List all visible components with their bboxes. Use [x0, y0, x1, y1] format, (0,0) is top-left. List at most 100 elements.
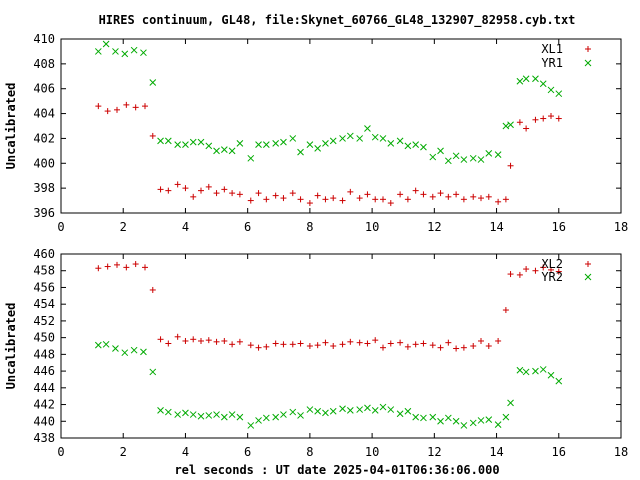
point-xl1: [236, 191, 243, 198]
point-xl2: [429, 342, 436, 349]
point-xl1: [205, 183, 212, 190]
point-xl1: [387, 200, 394, 207]
point-xl1: [404, 196, 411, 203]
point-yr2: [314, 407, 322, 415]
point-xl2: [356, 339, 363, 346]
point-xl1: [221, 186, 228, 193]
point-xl2: [470, 343, 477, 349]
point-yr1: [507, 121, 514, 129]
point-yr1: [547, 86, 555, 94]
point-xl1: [330, 195, 337, 202]
y-tick-label: 400: [33, 156, 55, 170]
point-yr2: [460, 422, 468, 429]
point-yr2: [364, 404, 371, 412]
point-yr1: [452, 152, 460, 160]
point-xl2: [532, 267, 539, 274]
point-xl2: [404, 343, 411, 350]
point-yr2: [140, 348, 147, 356]
point-xl1: [306, 200, 313, 207]
point-xl1: [397, 191, 404, 198]
point-yr2: [121, 349, 129, 357]
x-tick-label: 6: [244, 220, 251, 234]
point-xl2: [412, 341, 419, 348]
x-tick-label: 14: [489, 445, 503, 459]
point-yr1: [94, 48, 102, 55]
point-yr1: [102, 40, 110, 48]
point-yr2: [174, 411, 182, 418]
bottom-panel: Uncalibrated 0 2 4 6 8 10 12 14 16 18 438 440 442 444…: [4, 247, 628, 459]
point-xl1: [165, 187, 172, 194]
x-axis-label: rel seconds : UT date 2025-04-01T06:36:0…: [174, 463, 499, 477]
point-yr2: [532, 367, 539, 375]
point-xl1: [555, 115, 562, 122]
point-yr2: [262, 414, 270, 422]
point-yr1: [387, 140, 395, 147]
point-yr1: [516, 77, 524, 85]
y-tick-label: 404: [33, 107, 55, 121]
bottom-ylabel: Uncalibrated: [4, 303, 18, 390]
point-xl1: [314, 192, 321, 199]
point-xl2: [280, 341, 287, 348]
top-plot-frame: [60, 38, 622, 214]
point-xl2: [247, 342, 254, 349]
point-xl1: [297, 196, 304, 203]
point-xl2: [372, 337, 379, 344]
top-ylabel: Uncalibrated: [4, 83, 18, 170]
point-yr1: [174, 141, 182, 148]
point-xl2: [339, 341, 346, 348]
point-xl2: [132, 261, 139, 268]
point-yr1: [485, 149, 493, 157]
point-xl1: [322, 196, 329, 203]
point-xl1: [460, 196, 467, 203]
point-yr2: [228, 411, 236, 418]
x-tick-label: 6: [244, 445, 251, 459]
y-tick-label: 448: [33, 347, 55, 361]
point-xl1: [495, 198, 502, 205]
point-yr1: [121, 50, 129, 58]
point-xl2: [123, 264, 130, 271]
point-yr2: [502, 413, 510, 421]
point-yr2: [437, 417, 444, 425]
point-yr2: [346, 407, 354, 414]
point-yr1: [262, 141, 270, 148]
point-xl1: [372, 196, 379, 203]
x-tick-label: 2: [120, 220, 127, 234]
point-yr2: [452, 417, 460, 425]
x-tick-label: 12: [427, 220, 441, 234]
point-yr2: [477, 417, 485, 424]
point-yr1: [539, 80, 547, 88]
point-xl1: [364, 191, 371, 198]
legend-marker-xl2: [585, 261, 591, 267]
point-xl1: [445, 193, 452, 200]
point-xl2: [314, 342, 321, 349]
point-xl1: [198, 187, 204, 194]
x-tick-label: 0: [57, 445, 64, 459]
point-xl1: [272, 192, 279, 199]
point-xl2: [453, 345, 460, 352]
point-yr2: [213, 411, 220, 418]
point-xl2: [397, 339, 404, 346]
point-yr1: [502, 122, 510, 130]
point-yr1: [346, 132, 354, 140]
y-tick-label: 398: [33, 181, 55, 195]
point-yr1: [140, 49, 147, 57]
point-xl1: [247, 197, 254, 204]
point-xl1: [229, 190, 236, 197]
point-yr1: [532, 75, 539, 83]
point-yr2: [387, 406, 395, 413]
x-tick-label: 0: [57, 220, 64, 234]
point-yr2: [164, 408, 172, 416]
point-yr1: [289, 135, 297, 142]
point-xl2: [306, 343, 313, 349]
y-tick-label: 442: [33, 398, 55, 412]
x-tick-label: 4: [182, 445, 189, 459]
top-panel: Uncalibrated 0 2 4 6 8 10 12 14 16 18 396 398 400 402…: [4, 32, 628, 234]
point-yr2: [306, 406, 314, 413]
point-xl1: [516, 119, 523, 126]
point-yr2: [469, 419, 477, 427]
point-yr2: [322, 409, 329, 417]
point-yr1: [220, 146, 228, 153]
point-yr1: [280, 138, 287, 146]
point-yr1: [429, 153, 437, 161]
